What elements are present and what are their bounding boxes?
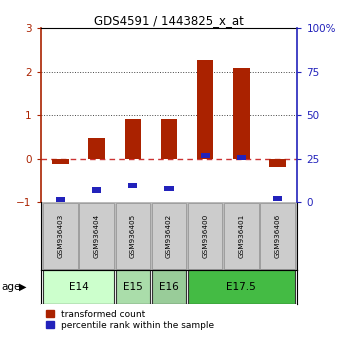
Bar [125, 119, 141, 159]
FancyBboxPatch shape [188, 270, 295, 304]
Text: ▶: ▶ [19, 282, 26, 292]
Bar [237, 155, 246, 160]
FancyBboxPatch shape [79, 203, 114, 269]
Text: GSM936402: GSM936402 [166, 214, 172, 258]
Text: GSM936403: GSM936403 [57, 214, 64, 258]
Text: GSM936406: GSM936406 [274, 214, 281, 258]
Text: GSM936400: GSM936400 [202, 214, 208, 258]
Bar [201, 153, 210, 158]
Bar [269, 159, 286, 167]
Text: E17.5: E17.5 [226, 282, 256, 292]
Bar [161, 119, 177, 159]
Bar [233, 68, 249, 159]
FancyBboxPatch shape [43, 203, 78, 269]
FancyBboxPatch shape [116, 270, 150, 304]
Bar [165, 185, 173, 191]
Legend: transformed count, percentile rank within the sample: transformed count, percentile rank withi… [45, 309, 215, 331]
Bar [52, 159, 69, 164]
FancyBboxPatch shape [260, 203, 295, 269]
FancyBboxPatch shape [116, 203, 150, 269]
FancyBboxPatch shape [152, 270, 186, 304]
FancyBboxPatch shape [188, 203, 222, 269]
Bar [92, 187, 101, 193]
FancyBboxPatch shape [224, 203, 259, 269]
Text: GSM936405: GSM936405 [130, 214, 136, 258]
Bar [56, 197, 65, 202]
Text: age: age [2, 282, 21, 292]
FancyBboxPatch shape [152, 203, 186, 269]
Title: GDS4591 / 1443825_x_at: GDS4591 / 1443825_x_at [94, 14, 244, 27]
Bar [273, 196, 282, 201]
Text: GSM936401: GSM936401 [238, 214, 244, 258]
FancyBboxPatch shape [43, 270, 114, 304]
Text: E16: E16 [159, 282, 179, 292]
Text: GSM936404: GSM936404 [94, 214, 100, 258]
Bar [128, 183, 137, 188]
Text: E15: E15 [123, 282, 143, 292]
Text: E14: E14 [69, 282, 89, 292]
Bar [197, 60, 213, 159]
Bar [89, 138, 105, 159]
